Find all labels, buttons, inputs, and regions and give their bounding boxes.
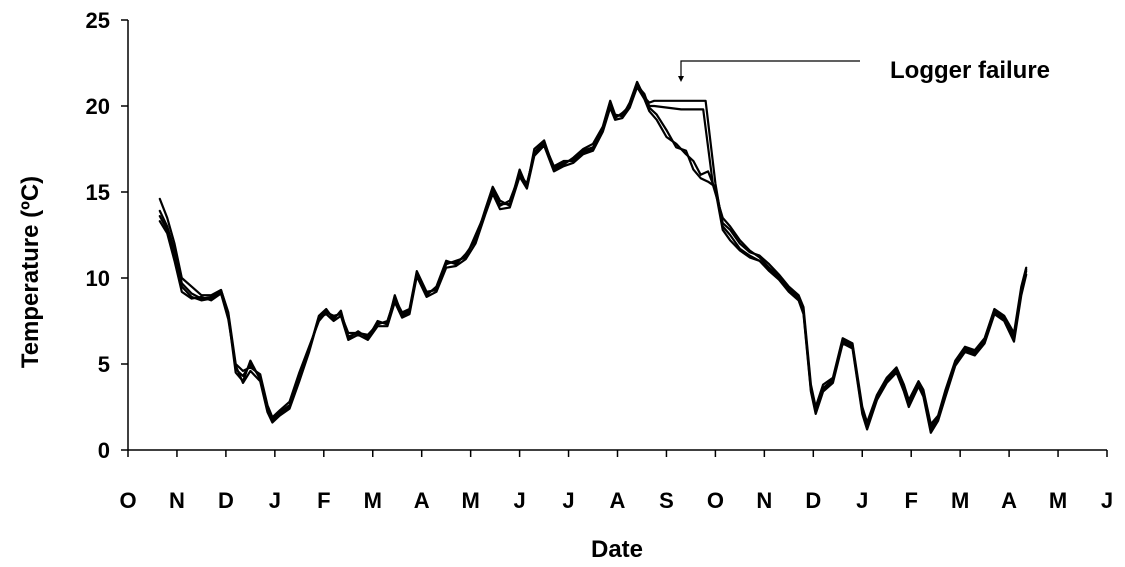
- x-tick-label: J: [562, 488, 574, 513]
- x-tick-label: A: [414, 488, 430, 513]
- annotation-leader-line: [680, 60, 860, 78]
- x-tick-label: O: [119, 488, 136, 513]
- y-tick-label: 10: [86, 266, 110, 291]
- x-tick-label: F: [317, 488, 330, 513]
- series-line-3: [158, 82, 1028, 429]
- x-tick-label: O: [707, 488, 724, 513]
- x-tick-label: D: [218, 488, 234, 513]
- x-tick-label: F: [904, 488, 917, 513]
- logger-failure-annotation: Logger failure: [678, 57, 1050, 84]
- series-line-4: [158, 86, 1028, 434]
- y-tick-label: 0: [98, 438, 110, 463]
- x-tick-label: M: [951, 488, 969, 513]
- x-axis-title: Date: [591, 536, 643, 563]
- x-tick-label: A: [1001, 488, 1017, 513]
- y-axis-title: Temperature (ºC): [17, 176, 44, 368]
- x-tick-label: M: [1049, 488, 1067, 513]
- x-tick-label: D: [805, 488, 821, 513]
- x-tick-label: S: [659, 488, 674, 513]
- plot-area: [158, 80, 1028, 434]
- series-line-2: [158, 80, 1028, 431]
- x-tick-label: N: [756, 488, 772, 513]
- annotation-label: Logger failure: [890, 57, 1050, 84]
- x-tick-label: M: [461, 488, 479, 513]
- y-tick-label: 15: [86, 180, 110, 205]
- y-tick-label: 20: [86, 94, 110, 119]
- x-tick-label: A: [610, 488, 626, 513]
- y-axis: 0 5 10 15 20 25: [86, 8, 129, 463]
- x-tick-label: J: [1101, 488, 1113, 513]
- annotation-arrowhead: [678, 76, 684, 82]
- y-tick-label: 5: [98, 352, 110, 377]
- x-tick-label: J: [856, 488, 868, 513]
- x-tick-label: N: [169, 488, 185, 513]
- x-tick-label: J: [269, 488, 281, 513]
- x-tick-label: J: [513, 488, 525, 513]
- x-tick-label: M: [364, 488, 382, 513]
- y-tick-label: 25: [86, 8, 110, 33]
